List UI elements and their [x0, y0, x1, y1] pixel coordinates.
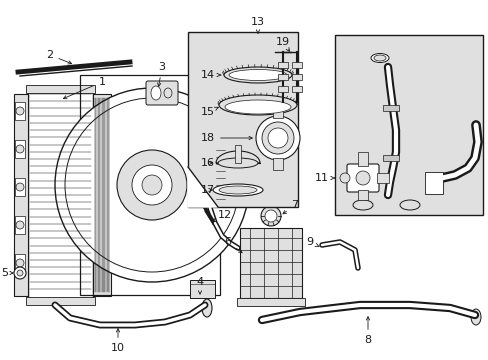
Bar	[240, 228, 302, 298]
Bar	[15, 254, 25, 272]
Bar	[291, 86, 302, 92]
Text: 3: 3	[157, 62, 165, 86]
Bar	[278, 74, 287, 80]
Text: 19: 19	[275, 37, 289, 51]
Circle shape	[267, 128, 287, 148]
Bar	[291, 74, 302, 80]
Ellipse shape	[218, 158, 258, 168]
Circle shape	[55, 88, 248, 282]
Text: 14: 14	[201, 70, 220, 80]
Circle shape	[16, 221, 24, 229]
Text: 11: 11	[314, 173, 334, 183]
Bar	[278, 62, 287, 68]
Bar	[278, 86, 287, 92]
Circle shape	[256, 116, 299, 160]
Bar	[376, 173, 388, 183]
Ellipse shape	[370, 54, 388, 63]
Text: 15: 15	[201, 107, 218, 117]
Text: 16: 16	[201, 158, 215, 168]
Text: 2: 2	[46, 50, 71, 64]
Circle shape	[14, 267, 26, 279]
Text: 6: 6	[224, 237, 242, 253]
Bar	[15, 178, 25, 196]
Ellipse shape	[228, 69, 286, 81]
Ellipse shape	[219, 186, 257, 194]
Bar	[215, 145, 226, 205]
Ellipse shape	[163, 88, 172, 98]
Bar	[357, 152, 367, 166]
Bar	[272, 106, 283, 118]
Bar	[28, 90, 93, 300]
Text: 10: 10	[111, 329, 125, 353]
FancyBboxPatch shape	[146, 81, 178, 105]
Circle shape	[339, 173, 349, 183]
Ellipse shape	[399, 200, 419, 210]
Bar	[14, 94, 28, 296]
Circle shape	[262, 122, 293, 154]
Text: 13: 13	[250, 17, 264, 33]
Text: 12: 12	[212, 210, 232, 222]
Circle shape	[16, 145, 24, 153]
Bar	[26, 297, 95, 305]
Bar	[424, 172, 442, 194]
Text: 1: 1	[63, 77, 105, 99]
Circle shape	[65, 98, 239, 272]
Circle shape	[16, 107, 24, 115]
Text: 5: 5	[1, 268, 13, 278]
Circle shape	[142, 175, 162, 195]
Bar	[382, 105, 398, 111]
Ellipse shape	[219, 95, 296, 115]
Bar	[235, 145, 241, 163]
Ellipse shape	[213, 184, 263, 196]
Ellipse shape	[373, 55, 385, 61]
Ellipse shape	[202, 299, 212, 317]
Text: 17: 17	[201, 185, 215, 195]
Bar	[15, 102, 25, 120]
Text: 18: 18	[201, 133, 252, 143]
Text: 8: 8	[364, 317, 371, 345]
Text: 9: 9	[306, 237, 318, 247]
Bar	[382, 155, 398, 161]
Ellipse shape	[352, 200, 372, 210]
Circle shape	[264, 210, 276, 222]
Circle shape	[16, 183, 24, 191]
Bar	[272, 158, 283, 170]
Bar	[187, 32, 297, 207]
Bar	[80, 75, 220, 295]
Circle shape	[132, 165, 172, 205]
Bar	[93, 94, 111, 296]
FancyBboxPatch shape	[346, 164, 378, 192]
Bar	[357, 190, 367, 200]
Circle shape	[117, 150, 186, 220]
Bar	[15, 216, 25, 234]
Bar	[291, 62, 302, 68]
Polygon shape	[187, 167, 218, 207]
Bar	[15, 140, 25, 158]
Bar	[237, 298, 305, 306]
Ellipse shape	[224, 100, 290, 114]
Ellipse shape	[224, 67, 291, 83]
Circle shape	[261, 206, 281, 226]
Ellipse shape	[151, 86, 161, 100]
Polygon shape	[216, 151, 260, 163]
Circle shape	[16, 259, 24, 267]
Bar	[26, 85, 95, 93]
Text: 4: 4	[196, 277, 203, 294]
Bar	[190, 280, 215, 298]
Circle shape	[355, 171, 369, 185]
Text: 7: 7	[283, 200, 298, 214]
Circle shape	[17, 270, 23, 276]
Bar	[334, 35, 482, 215]
Ellipse shape	[470, 309, 480, 325]
